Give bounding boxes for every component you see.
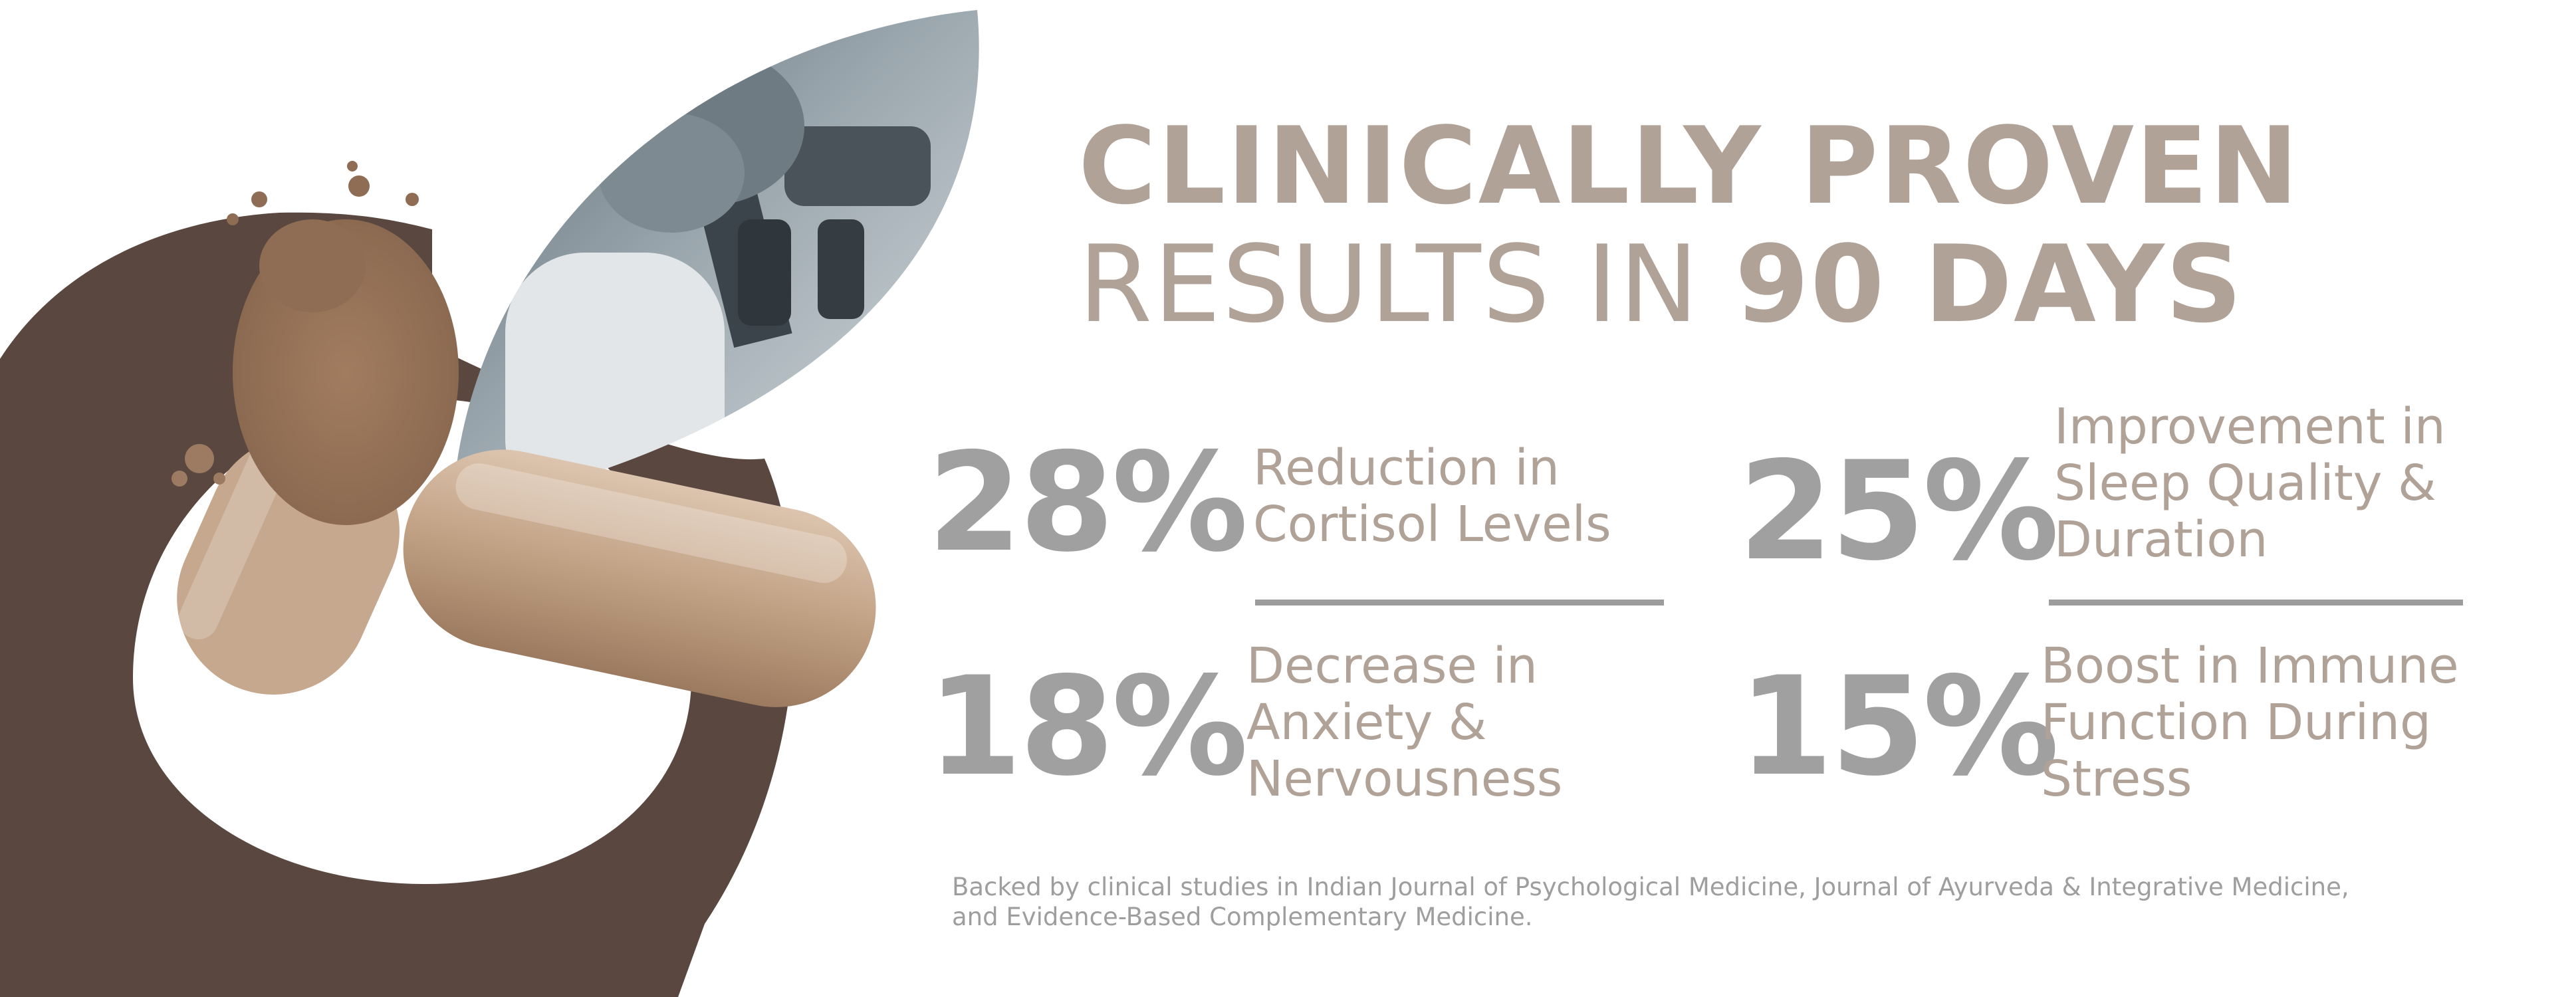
stat-anxiety: 18% Decrease in Anxiety & Nervousness: [927, 638, 1659, 824]
stat-description-line: Improvement in: [2054, 399, 2446, 455]
stat-description-line: Anxiety &: [1246, 695, 1562, 751]
headline-line-1: CLINICALLY PROVEN: [1078, 113, 2299, 219]
headline-line-2-prefix: RESULTS IN: [1078, 222, 1735, 346]
divider-left: [1255, 600, 1664, 606]
stat-cortisol: 28% Reduction in Cortisol Levels: [927, 432, 1659, 592]
stat-description-line: Nervousness: [1246, 751, 1562, 808]
stat-description-line: Stress: [2041, 751, 2459, 808]
stat-description: Boost in Immune Function During Stress: [2041, 638, 2459, 808]
stat-description-line: Cortisol Levels: [1253, 497, 1611, 553]
stat-description: Decrease in Anxiety & Nervousness: [1246, 638, 1562, 808]
stat-sleep: 25% Improvement in Sleep Quality & Durat…: [1738, 399, 2536, 585]
headline-emphasis: 90 DAYS: [1735, 222, 2244, 346]
stat-value: 28%: [927, 435, 1246, 572]
stat-description-line: Reduction in: [1253, 440, 1611, 497]
stat-description-line: Function During: [2041, 695, 2459, 751]
footnote-line: and Evidence-Based Complementary Medicin…: [952, 902, 2501, 932]
headline-line-2: RESULTS IN 90 DAYS: [1078, 231, 2299, 338]
stat-value: 15%: [1738, 659, 2057, 796]
scientist-microscope-photo: [452, 0, 979, 518]
stat-description-line: Sleep Quality &: [2054, 455, 2446, 512]
stat-description-line: Boost in Immune: [2041, 638, 2459, 695]
stat-description: Improvement in Sleep Quality & Duration: [2054, 399, 2446, 568]
headline: CLINICALLY PROVEN RESULTS IN 90 DAYS: [1078, 113, 2299, 338]
stat-description: Reduction in Cortisol Levels: [1253, 440, 1611, 553]
footnote-line: Backed by clinical studies in Indian Jou…: [952, 872, 2501, 902]
source-footnote: Backed by clinical studies in Indian Jou…: [952, 872, 2501, 932]
stat-value: 25%: [1738, 444, 2057, 580]
divider-right: [2049, 600, 2463, 606]
stat-value: 18%: [927, 659, 1246, 796]
stat-description-line: Duration: [2054, 512, 2446, 568]
stat-immune: 15% Boost in Immune Function During Stre…: [1738, 638, 2556, 824]
stat-description-line: Decrease in: [1246, 638, 1562, 695]
